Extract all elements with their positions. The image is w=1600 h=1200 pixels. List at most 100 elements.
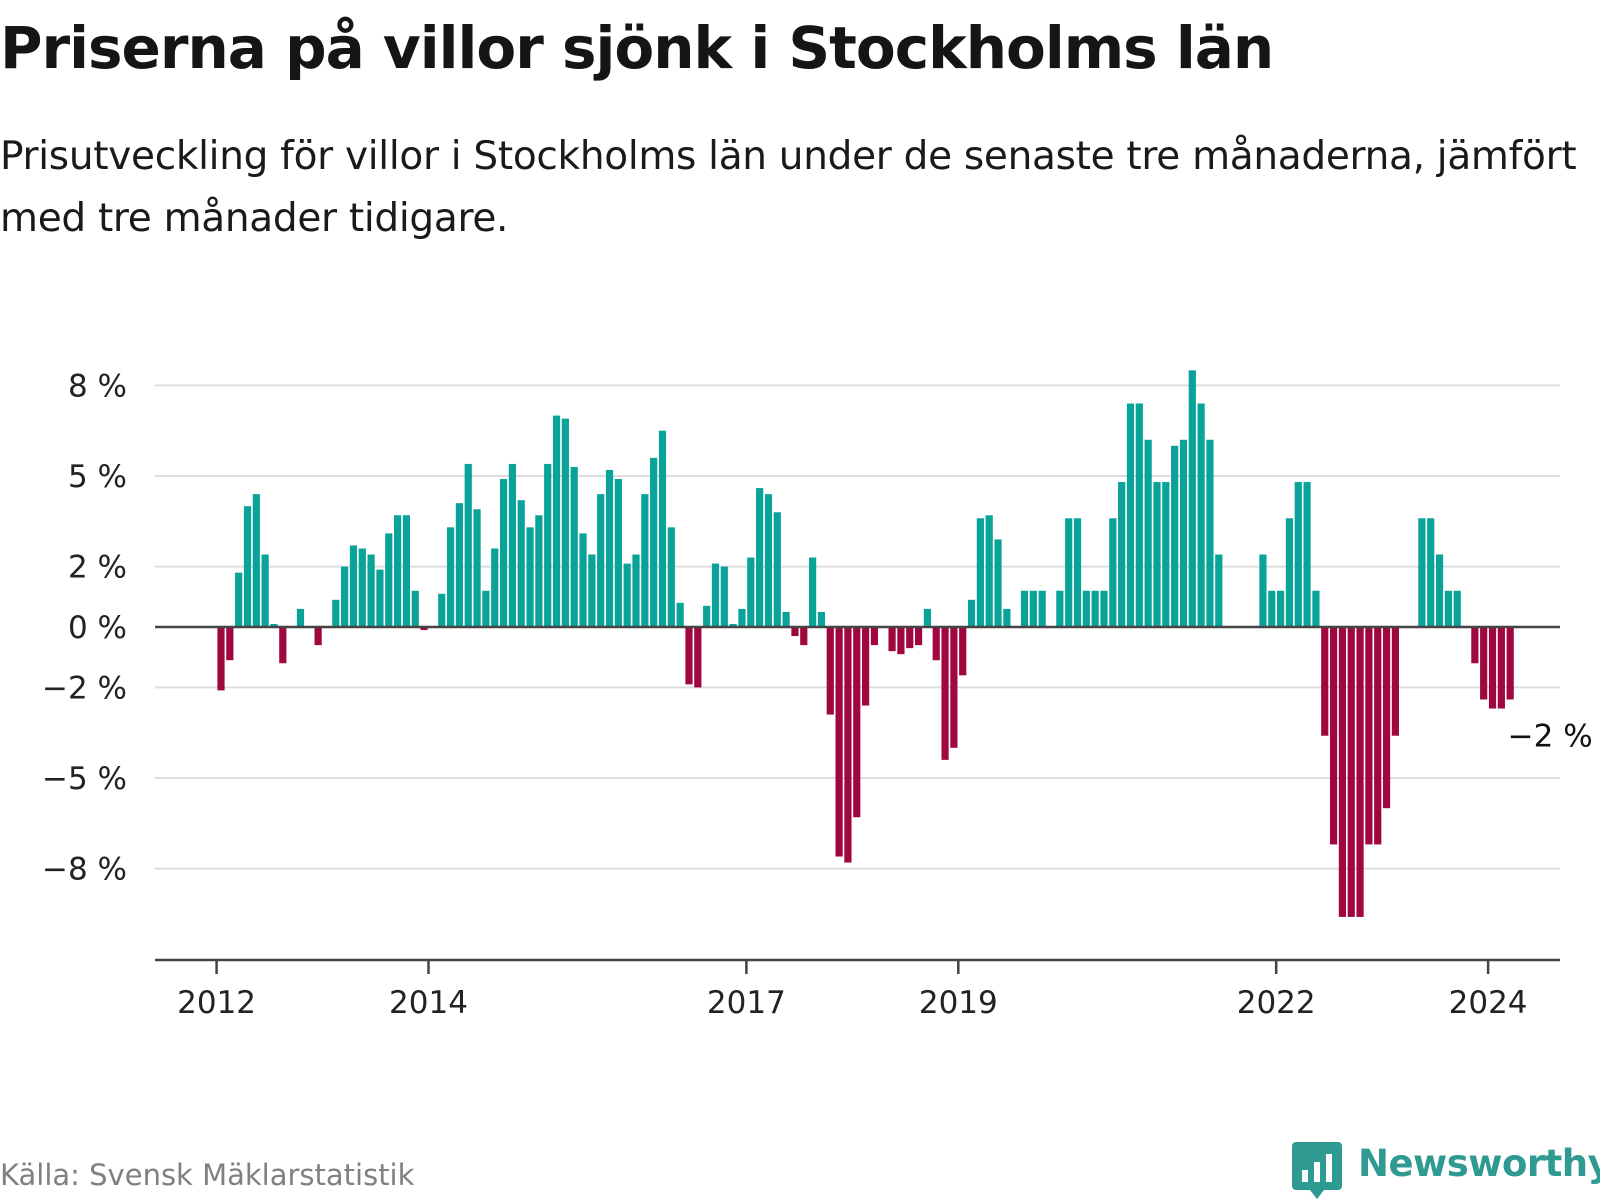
bar — [1038, 590, 1046, 627]
x-tick-label: 2019 — [919, 985, 998, 1021]
bar — [809, 557, 817, 627]
bar — [1277, 590, 1285, 627]
bar — [985, 515, 993, 627]
bar — [861, 627, 870, 706]
bar — [623, 563, 631, 627]
bar-chart-icon — [1292, 1142, 1342, 1199]
brand-name: Newsworthy — [1358, 1142, 1600, 1185]
bar — [914, 627, 923, 646]
bar — [782, 611, 790, 627]
bar — [1073, 518, 1082, 627]
bar — [959, 627, 967, 676]
bar — [923, 608, 931, 627]
bar — [279, 627, 287, 664]
bar — [738, 608, 746, 627]
bar — [517, 500, 525, 627]
bar — [1197, 403, 1205, 627]
y-tick-label: −5 % — [42, 761, 127, 797]
bar — [464, 463, 472, 627]
bar — [385, 533, 393, 627]
bar — [1347, 627, 1355, 917]
bar — [1268, 590, 1276, 627]
bar — [835, 627, 843, 857]
bar — [994, 539, 1002, 627]
bar-series — [217, 370, 1514, 917]
bar — [605, 469, 614, 627]
bar — [526, 527, 534, 627]
x-tick-label: 2024 — [1449, 985, 1528, 1021]
bar — [1118, 482, 1126, 627]
value-annotation: −2 % — [1508, 718, 1593, 754]
bar — [1126, 403, 1135, 627]
bar — [932, 627, 940, 661]
bar — [826, 627, 834, 715]
brand-logo[interactable]: Newsworthy — [1292, 1140, 1600, 1200]
bar — [906, 627, 914, 649]
bar — [420, 627, 428, 631]
bar — [1453, 590, 1461, 627]
x-tick-label: 2014 — [389, 985, 468, 1021]
bar — [1153, 482, 1161, 627]
bar — [747, 557, 755, 627]
bar — [1356, 627, 1364, 917]
bar — [941, 627, 949, 760]
bar — [1285, 518, 1294, 627]
bar — [296, 608, 305, 627]
chart-title: Priserna på villor sjönk i Stockholms lä… — [0, 14, 1274, 82]
bar — [376, 569, 384, 627]
bar — [1497, 627, 1505, 709]
bar — [1082, 590, 1090, 627]
bar — [1480, 627, 1488, 700]
bar — [508, 463, 516, 627]
axes — [155, 625, 1560, 974]
bar — [685, 627, 693, 685]
bar — [1418, 518, 1426, 627]
bar — [1259, 554, 1267, 627]
bar — [1179, 439, 1188, 627]
bar — [561, 418, 569, 627]
bar — [270, 623, 278, 627]
bar — [676, 602, 684, 627]
bar — [1488, 627, 1497, 709]
bar — [1109, 518, 1117, 627]
bar — [791, 627, 799, 637]
bar — [491, 548, 499, 627]
bar — [897, 627, 905, 655]
bar — [1144, 439, 1152, 627]
bar — [341, 566, 349, 627]
bar — [967, 599, 976, 627]
source-note: Källa: Svensk Mäklarstatistik — [0, 1158, 415, 1192]
chart-subtitle: Prisutveckling för villor i Stockholms l… — [0, 134, 1577, 241]
bar — [1506, 627, 1514, 700]
bar — [1444, 590, 1452, 627]
bar — [235, 572, 243, 627]
bar — [1374, 627, 1382, 845]
bar — [1091, 590, 1099, 627]
bar-chart: 8 %5 %2 %0 %−2 %−5 %−8 % 2012 2014 2017 201… — [41, 368, 1593, 1021]
bar — [499, 479, 508, 627]
bar — [729, 623, 737, 627]
bar — [1020, 590, 1029, 627]
bar — [358, 548, 366, 627]
bar — [632, 554, 640, 627]
bar — [1294, 482, 1302, 627]
bar — [1312, 590, 1320, 627]
bar — [332, 599, 340, 627]
bar — [870, 627, 879, 646]
bar — [349, 545, 358, 627]
bar — [217, 627, 225, 691]
bar — [764, 494, 773, 627]
bar — [950, 627, 958, 748]
bar — [261, 554, 269, 627]
bar — [650, 457, 658, 627]
bar — [800, 627, 808, 646]
bar — [1100, 590, 1108, 627]
bar — [888, 627, 896, 652]
bar — [720, 566, 728, 627]
bar — [579, 533, 587, 627]
bar — [455, 503, 464, 627]
bar — [1206, 439, 1214, 627]
bar — [1003, 608, 1011, 627]
y-tick-label: −8 % — [42, 852, 127, 888]
bar — [597, 494, 605, 627]
